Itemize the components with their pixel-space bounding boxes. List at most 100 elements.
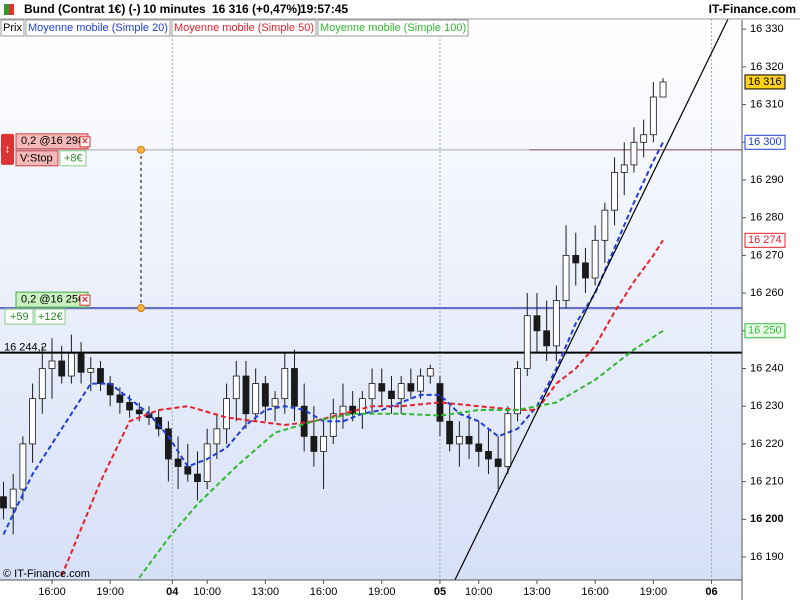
candle-body	[232, 375, 240, 400]
order-close	[79, 136, 91, 148]
legend-item	[0, 19, 25, 37]
y-tick-label: 16 240	[750, 362, 784, 374]
candle-body	[601, 209, 609, 241]
candle-body	[320, 435, 327, 452]
footer: © IT-Finance.com	[3, 568, 90, 580]
order-side-tab	[1, 133, 14, 165]
candle-body	[67, 353, 75, 377]
price-marker	[744, 323, 786, 339]
y-tick-label: 16 330	[750, 23, 784, 35]
legend-item	[317, 19, 469, 37]
candle-body	[397, 383, 405, 400]
x-tick-label: 04	[166, 586, 179, 598]
moving-average	[138, 329, 664, 579]
legend-label: Moyenne mobile (Simple 20)	[28, 22, 168, 34]
y-tick-label: 16 200	[750, 513, 784, 525]
y-tick-label: 16 220	[750, 438, 784, 450]
y-tick-label: 16 320	[750, 61, 784, 73]
x-tick-label: 10:00	[465, 586, 493, 598]
x-tick-label: 13:00	[523, 586, 551, 598]
candle-body	[184, 466, 192, 475]
candle-body	[582, 262, 589, 279]
x-tick-label: 19:00	[96, 586, 124, 598]
candle-body	[281, 368, 289, 400]
price-marker	[744, 74, 786, 90]
candle-body	[591, 239, 599, 279]
candle-body	[640, 134, 648, 143]
header-time: 19:57:45	[300, 2, 348, 16]
candle-body	[523, 315, 531, 369]
candle-body	[271, 398, 279, 407]
candle-body	[611, 172, 618, 211]
y-tick-label: 16 270	[750, 249, 784, 261]
candle-body	[426, 368, 434, 377]
x-tick-label: 19:00	[368, 586, 396, 598]
candle-body	[649, 96, 657, 136]
y-tick-label: 16 280	[750, 212, 784, 224]
x-tick-label: 19:00	[640, 586, 668, 598]
order-label: 0,2 @16 298	[21, 135, 84, 147]
candle-body	[329, 413, 337, 437]
candle-body	[164, 428, 172, 460]
candle-body	[407, 383, 415, 392]
header-bar	[0, 0, 800, 19]
candle-body	[116, 394, 124, 403]
candle-body	[446, 420, 454, 445]
candle-body	[358, 398, 366, 415]
order-close-icon: ×	[82, 294, 88, 306]
candle-body	[0, 496, 7, 509]
candle-body	[630, 141, 638, 166]
y-tick-label: 16 260	[750, 287, 784, 299]
candle-body	[174, 458, 182, 467]
candle-body	[77, 353, 85, 373]
candle-body	[310, 435, 318, 452]
header-title: Bund (Contrat 1€) (-)	[24, 2, 141, 16]
candle-body	[378, 383, 386, 392]
price-marker	[744, 232, 786, 248]
y-tick-label: 16 190	[750, 551, 784, 563]
candle-body	[19, 443, 27, 490]
candle-body	[514, 368, 521, 415]
x-tick-label: 16:00	[310, 586, 338, 598]
order-kind-box	[15, 150, 59, 167]
candle-body	[213, 428, 221, 445]
x-tick-label: 16:00	[38, 586, 66, 598]
x-tick-label: 06	[705, 586, 717, 598]
header-last: 16 316 (+0,47%)	[212, 2, 301, 16]
candle-body	[194, 473, 201, 482]
x-tick-label: 13:00	[252, 586, 280, 598]
candle-body	[465, 435, 473, 445]
order-gain-box	[34, 308, 66, 325]
y-tick-label: 16 230	[750, 400, 784, 412]
price-marker-label: 16 300	[748, 136, 782, 148]
candle-body	[9, 488, 17, 509]
x-tick-label: 10:00	[193, 586, 221, 598]
header-site: IT-Finance.com	[709, 2, 796, 16]
candle-body	[475, 443, 483, 452]
plot: 16 244,20,2 @16 298×↕V:Stop +8€0,2 @16 25…	[0, 18, 742, 581]
candle-body	[223, 398, 230, 430]
candle-body	[29, 398, 36, 445]
order-points: +59	[10, 311, 29, 323]
x-tick-label: 05	[434, 586, 446, 598]
candle-body	[87, 368, 95, 373]
legend: Prix Moyenne mobile (Simple 20) Moyenne mo…	[0, 19, 469, 37]
legend-item	[25, 19, 171, 37]
moving-average	[60, 239, 664, 577]
candle-body	[620, 164, 628, 173]
legend-label: Prix	[3, 22, 22, 34]
candle-body	[504, 413, 512, 467]
order-box: 0,2 @16 256× +59 +12€	[4, 291, 91, 325]
legend-item	[171, 19, 317, 37]
candle-body	[126, 402, 133, 411]
price-marker-label: 16 274	[748, 234, 782, 246]
candle-body	[485, 451, 492, 460]
order-kind: V:Stop	[20, 153, 53, 165]
plot-area	[0, 19, 742, 580]
candle-body	[368, 383, 376, 400]
trendline	[454, 18, 729, 581]
candle-body	[543, 330, 551, 347]
price-marker-label: 16 316	[748, 76, 782, 88]
order-gain: +8€	[64, 153, 83, 165]
